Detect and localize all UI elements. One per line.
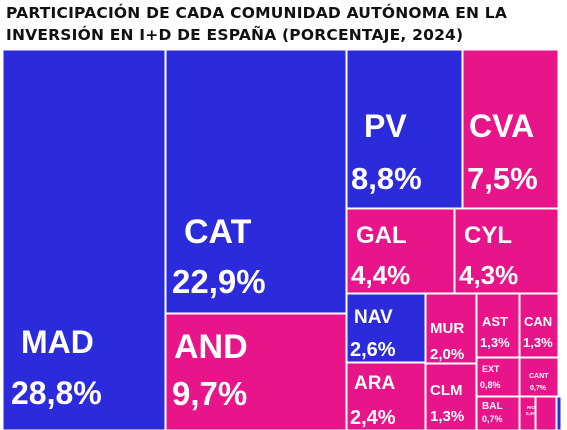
- tile-small-18: [556, 396, 562, 430]
- tile-code-bal: BAL: [482, 401, 503, 412]
- tile-cva: [462, 49, 559, 209]
- tile-code-gal: GAL: [356, 222, 407, 249]
- tile-value-ext: 0,8%: [480, 380, 501, 390]
- tile-value-cat: 22,9%: [172, 263, 266, 300]
- tile-code-mur: MUR: [430, 320, 464, 337]
- tile-value-ast: 1,3%: [480, 335, 510, 350]
- tile-value-cant: 0,7%: [530, 385, 547, 392]
- tile-mad: [2, 49, 166, 430]
- tile-ast: [476, 293, 520, 358]
- tile-code-nav: NAV: [354, 307, 393, 328]
- tile-value-ara: 2,4%: [350, 407, 396, 429]
- tile-code-cant: CANT: [529, 373, 549, 380]
- tile-value-and: 9,7%: [172, 375, 247, 412]
- tile-value-bal: 0,7%: [482, 414, 503, 424]
- tile-cant: [519, 357, 559, 397]
- tile-clm: [425, 363, 477, 430]
- tile-nav: [346, 293, 426, 363]
- tile-code-mad: MAD: [21, 324, 94, 360]
- tile-and: [165, 313, 347, 430]
- tile-gal: [346, 208, 455, 294]
- tile-mur: [425, 293, 477, 364]
- tile-code-ast: AST: [482, 314, 508, 329]
- tile-value-mur: 2,0%: [430, 346, 464, 363]
- tile-pv: [346, 49, 463, 209]
- tile-code-rio: RIO: [527, 405, 536, 410]
- tile-cat: [165, 49, 347, 314]
- tile-can: [519, 293, 559, 358]
- tile-value-cyl: 4,3%: [459, 260, 518, 290]
- tile-code-cat: CAT: [184, 213, 252, 251]
- tile-code-cyl: CYL: [464, 222, 512, 249]
- tile-rio: [519, 396, 536, 430]
- tile-cyl: [454, 208, 559, 294]
- tile-value-gal: 4,4%: [351, 260, 410, 290]
- tile-bal: [476, 396, 520, 430]
- tile-value-can: 1,3%: [523, 335, 553, 350]
- tile-value-pv: 8,8%: [351, 161, 422, 196]
- tile-value-cva: 7,5%: [467, 161, 538, 196]
- tile-code-can: CAN: [524, 314, 552, 329]
- tile-code-and: AND: [174, 328, 248, 366]
- chart-title: PARTICIPACIÓN DE CADA COMUNIDAD AUTÓNOMA…: [6, 4, 508, 44]
- tile-value-clm: 1,3%: [430, 408, 464, 425]
- tile-code-ara: ARA: [354, 373, 395, 394]
- tile-code-clm: CLM: [430, 382, 463, 399]
- tile-value-mad: 28,8%: [11, 375, 102, 411]
- tile-code-ext: EXT: [482, 364, 500, 374]
- tile-small-17: [535, 396, 557, 430]
- tile-value-rio: 0,4%: [526, 411, 536, 416]
- tile-code-cva: CVA: [469, 108, 534, 144]
- tile-value-nav: 2,6%: [350, 339, 396, 361]
- tile-ara: [346, 362, 426, 430]
- tile-ext: [476, 357, 520, 397]
- tile-code-pv: PV: [364, 108, 407, 144]
